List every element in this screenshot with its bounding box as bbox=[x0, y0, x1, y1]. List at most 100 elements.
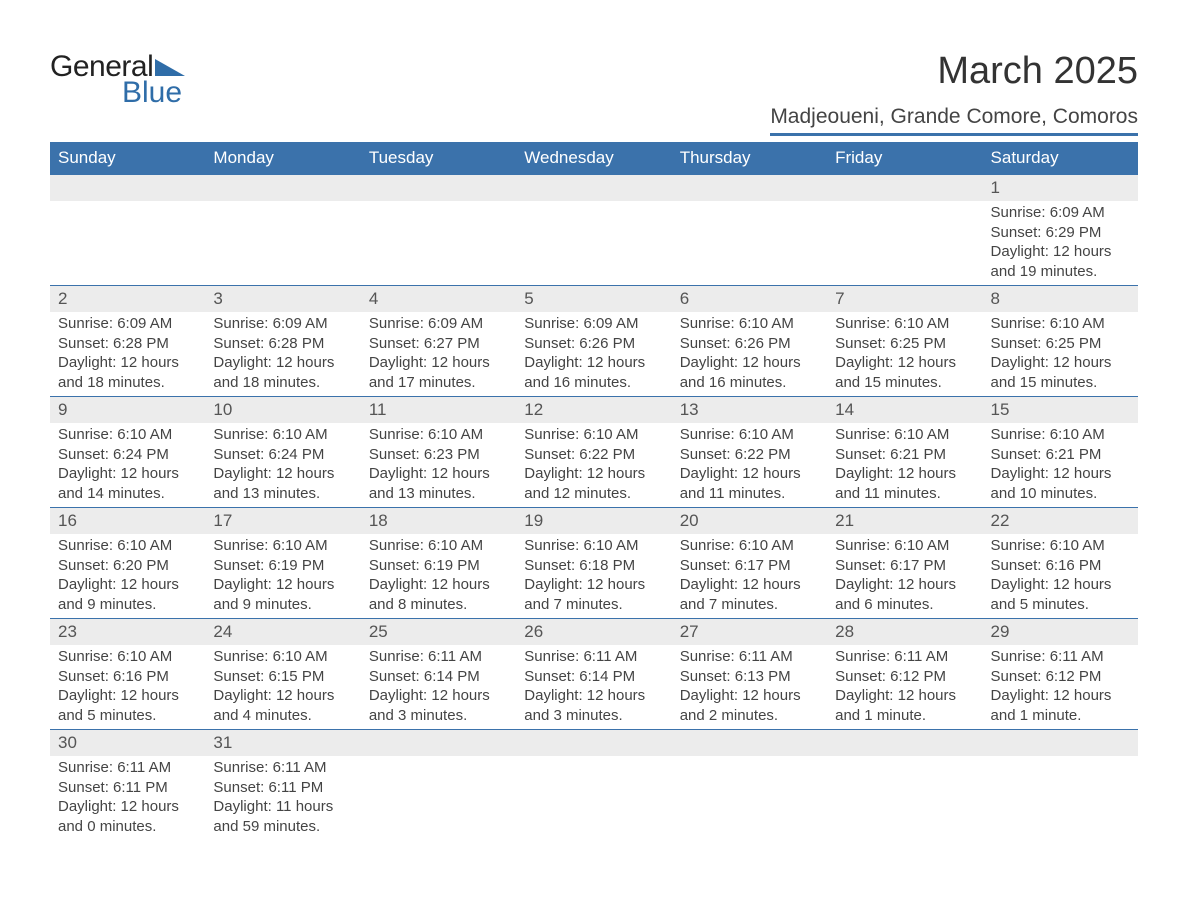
day-number: 19 bbox=[516, 508, 671, 534]
calendar-day-cell: 5Sunrise: 6:09 AMSunset: 6:26 PMDaylight… bbox=[516, 286, 671, 397]
sunrise-text: Sunrise: 6:11 AM bbox=[680, 647, 819, 667]
daylight-text: Daylight: 11 hours and 59 minutes. bbox=[213, 797, 352, 836]
day-body: Sunrise: 6:10 AMSunset: 6:23 PMDaylight:… bbox=[361, 423, 516, 507]
sunset-text: Sunset: 6:11 PM bbox=[58, 778, 197, 798]
calendar-day-cell: 18Sunrise: 6:10 AMSunset: 6:19 PMDayligh… bbox=[361, 508, 516, 619]
sunset-text: Sunset: 6:21 PM bbox=[835, 445, 974, 465]
sunset-text: Sunset: 6:14 PM bbox=[524, 667, 663, 687]
day-body: Sunrise: 6:10 AMSunset: 6:24 PMDaylight:… bbox=[50, 423, 205, 507]
daylight-text: Daylight: 12 hours and 7 minutes. bbox=[680, 575, 819, 614]
calendar-day-cell bbox=[361, 175, 516, 286]
daylight-text: Daylight: 12 hours and 16 minutes. bbox=[680, 353, 819, 392]
day-number bbox=[827, 175, 982, 201]
day-body: Sunrise: 6:10 AMSunset: 6:15 PMDaylight:… bbox=[205, 645, 360, 729]
day-number: 12 bbox=[516, 397, 671, 423]
day-body: Sunrise: 6:10 AMSunset: 6:26 PMDaylight:… bbox=[672, 312, 827, 396]
calendar-day-cell bbox=[827, 730, 982, 841]
day-body: Sunrise: 6:11 AMSunset: 6:12 PMDaylight:… bbox=[827, 645, 982, 729]
sunrise-text: Sunrise: 6:10 AM bbox=[835, 425, 974, 445]
calendar-day-cell: 1Sunrise: 6:09 AMSunset: 6:29 PMDaylight… bbox=[983, 175, 1138, 286]
day-body: Sunrise: 6:11 AMSunset: 6:12 PMDaylight:… bbox=[983, 645, 1138, 729]
sunset-text: Sunset: 6:14 PM bbox=[369, 667, 508, 687]
calendar-table: Sunday Monday Tuesday Wednesday Thursday… bbox=[50, 142, 1138, 840]
sunrise-text: Sunrise: 6:10 AM bbox=[369, 425, 508, 445]
day-number: 17 bbox=[205, 508, 360, 534]
day-number: 16 bbox=[50, 508, 205, 534]
sunset-text: Sunset: 6:26 PM bbox=[680, 334, 819, 354]
calendar-day-cell bbox=[827, 175, 982, 286]
day-body bbox=[205, 201, 360, 279]
sunrise-text: Sunrise: 6:10 AM bbox=[213, 425, 352, 445]
dayheader-saturday: Saturday bbox=[983, 142, 1138, 175]
day-body: Sunrise: 6:10 AMSunset: 6:21 PMDaylight:… bbox=[983, 423, 1138, 507]
day-body: Sunrise: 6:10 AMSunset: 6:22 PMDaylight:… bbox=[672, 423, 827, 507]
sunset-text: Sunset: 6:15 PM bbox=[213, 667, 352, 687]
sunset-text: Sunset: 6:12 PM bbox=[991, 667, 1130, 687]
day-number: 14 bbox=[827, 397, 982, 423]
daylight-text: Daylight: 12 hours and 17 minutes. bbox=[369, 353, 508, 392]
day-number bbox=[361, 730, 516, 756]
sunrise-text: Sunrise: 6:11 AM bbox=[58, 758, 197, 778]
sunrise-text: Sunrise: 6:10 AM bbox=[991, 314, 1130, 334]
day-number: 9 bbox=[50, 397, 205, 423]
calendar-day-cell: 9Sunrise: 6:10 AMSunset: 6:24 PMDaylight… bbox=[50, 397, 205, 508]
sunrise-text: Sunrise: 6:10 AM bbox=[369, 536, 508, 556]
calendar-day-cell: 16Sunrise: 6:10 AMSunset: 6:20 PMDayligh… bbox=[50, 508, 205, 619]
day-number bbox=[672, 175, 827, 201]
calendar-week-row: 30Sunrise: 6:11 AMSunset: 6:11 PMDayligh… bbox=[50, 730, 1138, 841]
sunrise-text: Sunrise: 6:10 AM bbox=[524, 536, 663, 556]
day-body: Sunrise: 6:10 AMSunset: 6:25 PMDaylight:… bbox=[983, 312, 1138, 396]
daylight-text: Daylight: 12 hours and 19 minutes. bbox=[991, 242, 1130, 281]
day-number: 10 bbox=[205, 397, 360, 423]
daylight-text: Daylight: 12 hours and 5 minutes. bbox=[58, 686, 197, 725]
sunrise-text: Sunrise: 6:11 AM bbox=[524, 647, 663, 667]
daylight-text: Daylight: 12 hours and 1 minute. bbox=[991, 686, 1130, 725]
day-body: Sunrise: 6:10 AMSunset: 6:16 PMDaylight:… bbox=[983, 534, 1138, 618]
daylight-text: Daylight: 12 hours and 18 minutes. bbox=[58, 353, 197, 392]
day-number bbox=[361, 175, 516, 201]
header: General Blue March 2025 Madjeoueni, Gran… bbox=[50, 50, 1138, 136]
sunset-text: Sunset: 6:19 PM bbox=[369, 556, 508, 576]
day-number: 5 bbox=[516, 286, 671, 312]
calendar-day-cell: 24Sunrise: 6:10 AMSunset: 6:15 PMDayligh… bbox=[205, 619, 360, 730]
dayheader-friday: Friday bbox=[827, 142, 982, 175]
day-number: 15 bbox=[983, 397, 1138, 423]
calendar-week-row: 2Sunrise: 6:09 AMSunset: 6:28 PMDaylight… bbox=[50, 286, 1138, 397]
day-number: 25 bbox=[361, 619, 516, 645]
day-number: 29 bbox=[983, 619, 1138, 645]
sunrise-text: Sunrise: 6:09 AM bbox=[58, 314, 197, 334]
calendar-day-cell bbox=[361, 730, 516, 841]
calendar-day-cell bbox=[983, 730, 1138, 841]
sunrise-text: Sunrise: 6:11 AM bbox=[369, 647, 508, 667]
calendar-day-cell bbox=[516, 730, 671, 841]
sunset-text: Sunset: 6:26 PM bbox=[524, 334, 663, 354]
sunrise-text: Sunrise: 6:11 AM bbox=[991, 647, 1130, 667]
sunrise-text: Sunrise: 6:09 AM bbox=[213, 314, 352, 334]
daylight-text: Daylight: 12 hours and 13 minutes. bbox=[369, 464, 508, 503]
sunset-text: Sunset: 6:16 PM bbox=[991, 556, 1130, 576]
day-number: 27 bbox=[672, 619, 827, 645]
sunrise-text: Sunrise: 6:11 AM bbox=[213, 758, 352, 778]
day-body bbox=[361, 201, 516, 279]
calendar-day-cell bbox=[516, 175, 671, 286]
day-body: Sunrise: 6:09 AMSunset: 6:27 PMDaylight:… bbox=[361, 312, 516, 396]
daylight-text: Daylight: 12 hours and 15 minutes. bbox=[835, 353, 974, 392]
sunset-text: Sunset: 6:17 PM bbox=[680, 556, 819, 576]
sunset-text: Sunset: 6:25 PM bbox=[991, 334, 1130, 354]
day-body: Sunrise: 6:10 AMSunset: 6:19 PMDaylight:… bbox=[205, 534, 360, 618]
daylight-text: Daylight: 12 hours and 14 minutes. bbox=[58, 464, 197, 503]
day-body: Sunrise: 6:10 AMSunset: 6:18 PMDaylight:… bbox=[516, 534, 671, 618]
sunset-text: Sunset: 6:24 PM bbox=[213, 445, 352, 465]
calendar-day-cell bbox=[205, 175, 360, 286]
day-body bbox=[827, 756, 982, 834]
day-number: 22 bbox=[983, 508, 1138, 534]
day-number: 13 bbox=[672, 397, 827, 423]
sunset-text: Sunset: 6:28 PM bbox=[58, 334, 197, 354]
sunset-text: Sunset: 6:22 PM bbox=[524, 445, 663, 465]
daylight-text: Daylight: 12 hours and 11 minutes. bbox=[835, 464, 974, 503]
sunrise-text: Sunrise: 6:10 AM bbox=[58, 425, 197, 445]
sunset-text: Sunset: 6:27 PM bbox=[369, 334, 508, 354]
day-body: Sunrise: 6:10 AMSunset: 6:24 PMDaylight:… bbox=[205, 423, 360, 507]
calendar-day-cell bbox=[672, 175, 827, 286]
calendar-day-cell bbox=[50, 175, 205, 286]
